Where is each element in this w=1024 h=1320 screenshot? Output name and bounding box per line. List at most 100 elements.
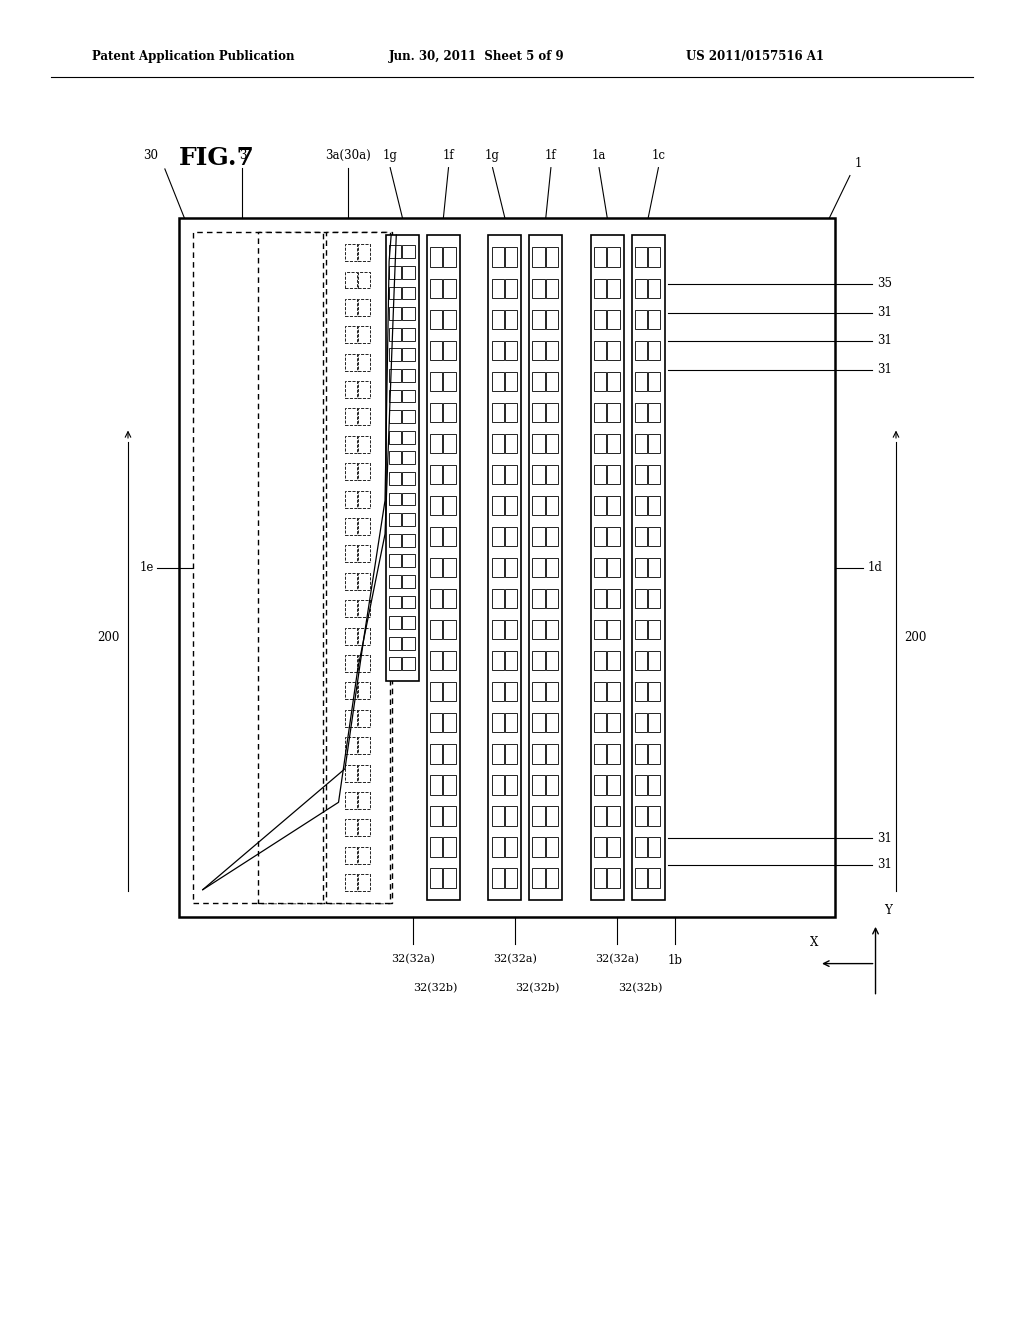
Bar [402, 411, 415, 422]
Bar [532, 713, 545, 733]
Bar [532, 496, 545, 515]
Bar [635, 310, 647, 329]
Bar [358, 846, 371, 863]
Bar [344, 517, 357, 535]
Bar [402, 636, 415, 649]
Bar [505, 682, 517, 701]
Bar [635, 807, 647, 825]
Bar [389, 492, 401, 506]
Bar [648, 279, 660, 298]
Bar [427, 235, 460, 900]
Bar [344, 737, 357, 754]
Bar [402, 246, 415, 259]
Bar [635, 403, 647, 422]
Bar [492, 620, 504, 639]
Bar [358, 820, 371, 837]
Bar [594, 682, 606, 701]
Bar [358, 326, 371, 343]
Bar [607, 279, 620, 298]
Bar [648, 620, 660, 639]
Bar [344, 463, 357, 480]
Bar [505, 558, 517, 577]
Bar [546, 775, 558, 795]
Bar [402, 595, 415, 609]
Text: 31: 31 [878, 334, 893, 347]
Bar [492, 341, 504, 360]
Bar [505, 496, 517, 515]
Bar [389, 411, 401, 422]
Bar [607, 465, 620, 484]
Bar [358, 354, 371, 371]
Bar [532, 620, 545, 639]
Bar [430, 247, 442, 267]
Bar [594, 589, 606, 609]
Bar [492, 279, 504, 298]
Bar [430, 434, 442, 453]
Bar [402, 308, 415, 319]
Text: 31: 31 [878, 832, 893, 845]
Bar [505, 713, 517, 733]
Bar [389, 308, 401, 319]
Bar [546, 527, 558, 546]
Bar [648, 713, 660, 733]
Bar [607, 713, 620, 733]
Bar [402, 451, 415, 465]
Bar [389, 267, 401, 279]
Bar [635, 682, 647, 701]
Bar [532, 558, 545, 577]
Bar [607, 807, 620, 825]
Bar [546, 403, 558, 422]
Bar [594, 651, 606, 671]
Bar [546, 589, 558, 609]
Bar [430, 279, 442, 298]
Text: 200: 200 [97, 631, 120, 644]
Bar [505, 744, 517, 763]
Bar [546, 651, 558, 671]
Text: 1c: 1c [651, 149, 666, 162]
Bar [546, 310, 558, 329]
Bar [546, 341, 558, 360]
Bar [402, 348, 415, 362]
Bar [358, 436, 371, 453]
Text: 1: 1 [855, 157, 862, 170]
Bar [402, 327, 415, 341]
Bar [648, 247, 660, 267]
Text: 1g: 1g [383, 149, 397, 162]
Bar [443, 247, 456, 267]
Bar [443, 310, 456, 329]
Bar [635, 279, 647, 298]
Bar [532, 527, 545, 546]
Bar [546, 279, 558, 298]
Bar [505, 527, 517, 546]
Bar [492, 682, 504, 701]
Bar [594, 837, 606, 857]
Bar [505, 775, 517, 795]
Bar [443, 744, 456, 763]
Bar [443, 807, 456, 825]
Bar [358, 874, 371, 891]
Bar [402, 657, 415, 671]
Bar [635, 558, 647, 577]
Bar [505, 247, 517, 267]
Bar [546, 465, 558, 484]
Text: 1g: 1g [485, 149, 500, 162]
Bar [386, 235, 419, 681]
Bar [443, 775, 456, 795]
Bar [358, 601, 371, 618]
Bar [492, 775, 504, 795]
Bar [648, 434, 660, 453]
Bar [344, 244, 357, 261]
Bar [344, 846, 357, 863]
Text: 3: 3 [239, 149, 246, 162]
Bar [389, 595, 401, 609]
Bar [430, 589, 442, 609]
Bar [594, 527, 606, 546]
Bar [344, 682, 357, 700]
Bar [389, 657, 401, 671]
Bar [430, 837, 442, 857]
Bar [443, 589, 456, 609]
Bar [344, 820, 357, 837]
Bar [344, 627, 357, 644]
Bar [358, 298, 371, 315]
Bar [358, 627, 371, 644]
